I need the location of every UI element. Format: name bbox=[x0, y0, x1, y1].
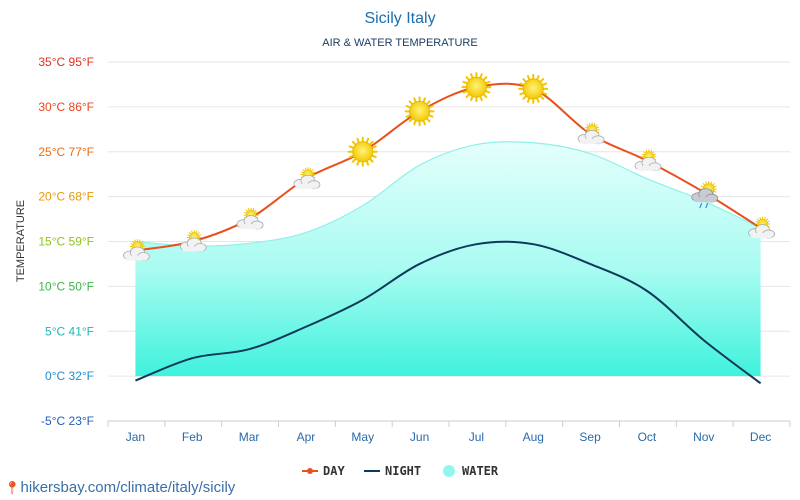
x-tick-label: Sep bbox=[579, 430, 601, 444]
y-tick-label: 10°C 50°F bbox=[38, 279, 94, 293]
legend-day-label: DAY bbox=[323, 464, 345, 478]
site-credit-text: hikersbay.com/climate/italy/sicily bbox=[20, 479, 236, 496]
partly-cloudy-icon bbox=[293, 167, 321, 190]
sun-icon bbox=[518, 73, 549, 104]
x-tick-label: Jul bbox=[469, 430, 484, 444]
x-tick-label: Jun bbox=[410, 430, 429, 444]
legend-item-water: WATER bbox=[443, 464, 499, 478]
chart-title: Sicily Italy bbox=[364, 10, 435, 27]
x-tick-label: Nov bbox=[693, 430, 714, 444]
x-tick-label: Aug bbox=[523, 430, 544, 444]
night-series bbox=[135, 240, 762, 385]
weather-icons bbox=[123, 72, 775, 261]
sun-icon bbox=[347, 136, 378, 167]
y-tick-label: 20°C 68°F bbox=[38, 190, 94, 204]
y-tick-label: 25°C 77°F bbox=[38, 145, 94, 159]
legend-day-marker bbox=[307, 468, 313, 474]
x-tick-label: May bbox=[351, 430, 374, 444]
y-tick-label: -5°C 23°F bbox=[41, 414, 94, 428]
rain-cloud-icon bbox=[691, 180, 719, 209]
x-tick-label: Apr bbox=[297, 430, 316, 444]
water-area bbox=[135, 141, 761, 377]
y-tick-label: 5°C 41°F bbox=[45, 324, 94, 338]
partly-cloudy-icon bbox=[179, 230, 207, 252]
x-tick-label: Mar bbox=[239, 430, 260, 444]
legend: DAY NIGHT WATER bbox=[302, 464, 499, 478]
partly-cloudy-icon bbox=[634, 149, 662, 172]
y-tick-labels: 35°C 95°F 30°C 86°F 25°C 77°F 20°C 68°F 15°C… bbox=[38, 55, 94, 428]
partly-cloudy-icon bbox=[236, 207, 264, 230]
x-tick-label: Dec bbox=[750, 430, 771, 444]
legend-item-night: NIGHT bbox=[364, 464, 421, 478]
legend-water-swatch bbox=[443, 465, 455, 477]
night-line bbox=[135, 240, 762, 385]
location-pin-icon: 📍︎ bbox=[4, 480, 21, 495]
site-credit[interactable]: 📍︎hikersbay.com/climate/italy/sicily bbox=[4, 479, 235, 496]
legend-water-label: WATER bbox=[462, 464, 499, 478]
water-series bbox=[135, 141, 761, 377]
legend-night-label: NIGHT bbox=[385, 464, 421, 478]
y-tick-label: 15°C 59°F bbox=[38, 235, 94, 249]
partly-cloudy-icon bbox=[123, 238, 150, 261]
partly-cloudy-icon bbox=[577, 122, 605, 145]
partly-cloudy-icon bbox=[748, 216, 775, 239]
y-axis-label: TEMPERATURE bbox=[15, 200, 27, 282]
water-line bbox=[135, 141, 761, 247]
legend-item-day: DAY bbox=[302, 464, 345, 478]
x-tick-label: Jan bbox=[126, 430, 145, 444]
y-tick-label: 0°C 32°F bbox=[45, 369, 94, 383]
chart-subtitle: AIR & WATER TEMPERATURE bbox=[322, 37, 477, 49]
sun-icon bbox=[404, 96, 435, 127]
y-tick-label: 35°C 95°F bbox=[38, 55, 94, 69]
x-tick-label: Feb bbox=[182, 430, 203, 444]
y-tick-label: 30°C 86°F bbox=[38, 100, 94, 114]
x-tick-label: Oct bbox=[638, 430, 657, 444]
x-axis: Jan Feb Mar Apr May Jun Jul Aug Sep Oct Nov Dec bbox=[107, 420, 791, 444]
sun-icon bbox=[461, 72, 492, 103]
